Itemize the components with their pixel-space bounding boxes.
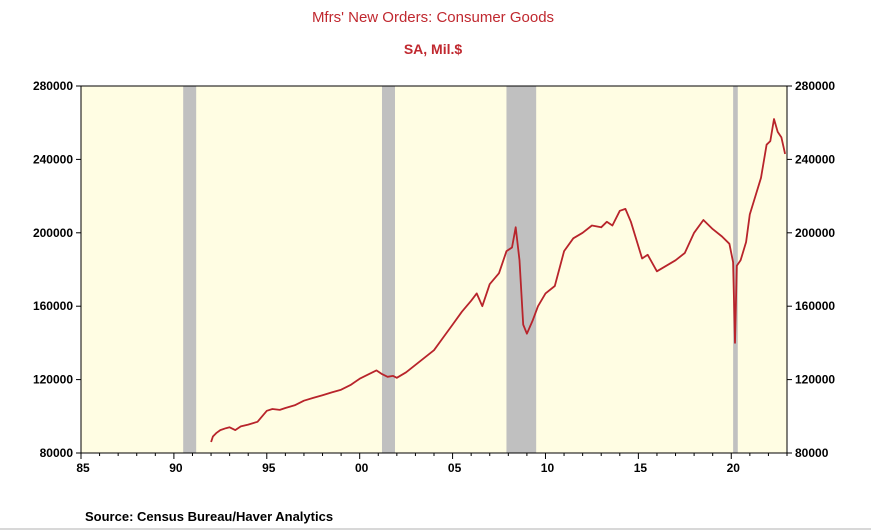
y-tick-label-right: 160000 [795, 299, 835, 313]
series-layer [210, 118, 786, 443]
x-tick-label: 85 [76, 461, 90, 475]
series-line-0 [210, 118, 786, 443]
x-tick-label: 95 [262, 461, 276, 475]
y-tick-label-right: 80000 [795, 446, 829, 460]
y-tick-label-left: 240000 [33, 152, 73, 166]
y-axis-right: 80000 120000 160000 200000 240000 280000 [787, 79, 835, 460]
recession-band-1 [381, 86, 395, 453]
y-tick-label-right: 280000 [795, 79, 835, 93]
x-tick-label: 00 [355, 461, 369, 475]
x-tick-label: 20 [727, 461, 741, 475]
recession-band-0 [183, 86, 197, 453]
y-tick-label-right: 240000 [795, 152, 835, 166]
plot-area [81, 86, 787, 453]
y-tick-label-right: 200000 [795, 226, 835, 240]
x-tick-label: 10 [541, 461, 555, 475]
x-axis: 85 90 95 00 05 10 15 20 [76, 453, 788, 475]
y-tick-label-left: 200000 [33, 226, 73, 240]
x-tick-label: 15 [634, 461, 648, 475]
y-axis-left: 80000 120000 160000 200000 240000 280000 [33, 79, 81, 460]
source-note: Source: Census Bureau/Haver Analytics [85, 509, 333, 524]
y-tick-label-left: 80000 [40, 446, 74, 460]
y-tick-label-right: 120000 [795, 373, 835, 387]
chart-subtitle: SA, Mil.$ [404, 41, 463, 57]
x-tick-label: 05 [448, 461, 462, 475]
recession-band-2 [506, 86, 537, 453]
recession-band-3 [733, 86, 738, 453]
x-tick-label: 90 [169, 461, 183, 475]
y-tick-label-left: 160000 [33, 299, 73, 313]
recession-bands [183, 86, 738, 453]
y-tick-label-left: 120000 [33, 373, 73, 387]
y-tick-label-left: 280000 [33, 79, 73, 93]
chart-title: Mfrs' New Orders: Consumer Goods [312, 9, 554, 26]
